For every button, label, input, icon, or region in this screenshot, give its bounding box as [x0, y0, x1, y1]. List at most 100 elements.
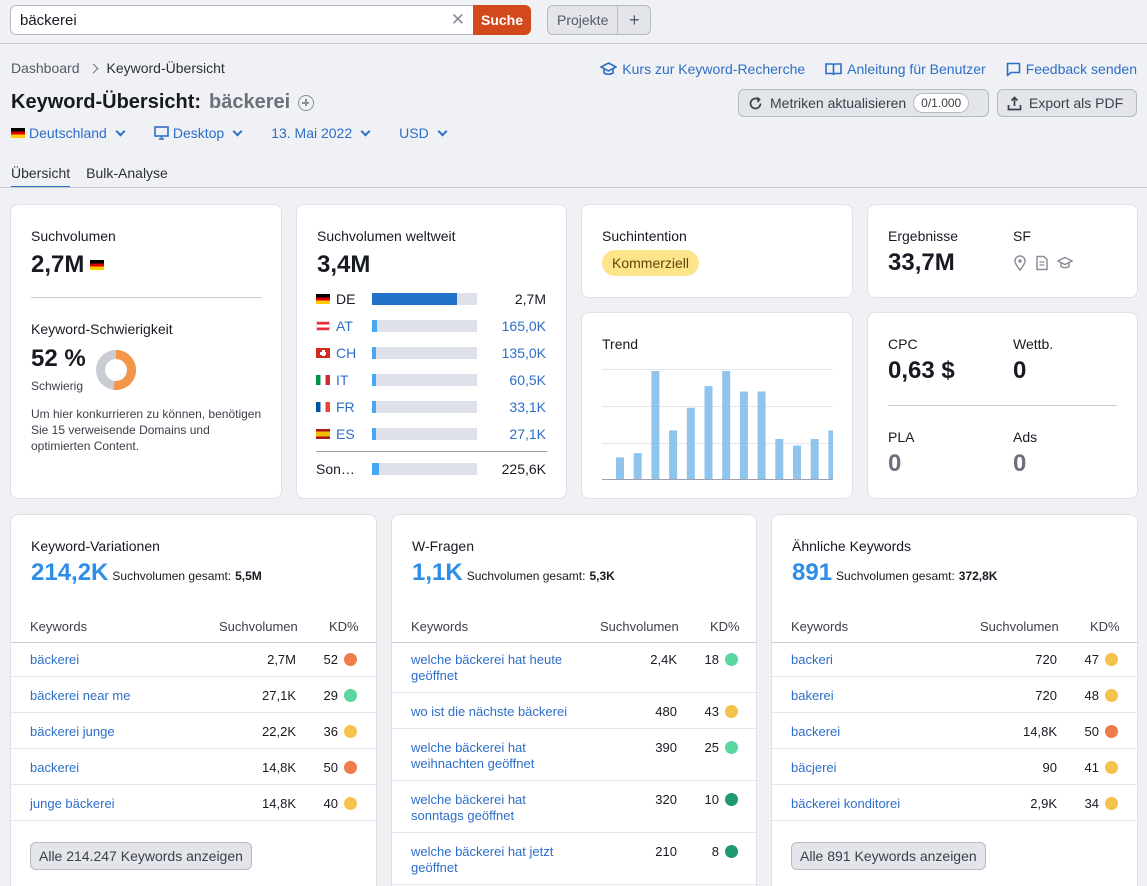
keyword-link[interactable]: welche bäckerei hat heute geöffnet [411, 652, 563, 683]
related-show-all-button[interactable]: Alle 891 Keywords anzeigen [791, 842, 986, 870]
country-code[interactable]: CH [336, 345, 357, 361]
country-select[interactable]: Deutschland [11, 125, 128, 141]
keyword-link[interactable]: welche bäckerei hat sonntags geöffnet [411, 792, 526, 823]
trend-bar[interactable] [704, 386, 713, 479]
column-volume[interactable]: Suchvolumen [219, 619, 298, 634]
country-value[interactable]: 60,5K [509, 372, 546, 388]
trend-bar[interactable] [828, 430, 833, 479]
device-select-value: Desktop [172, 125, 225, 141]
column-kd[interactable]: KD% [1090, 619, 1120, 634]
trend-bar[interactable] [633, 453, 642, 479]
trend-bar[interactable] [793, 445, 801, 479]
trend-bar[interactable] [722, 371, 731, 479]
related-total: 372,8K [958, 569, 998, 583]
keyword-link[interactable]: welche bäckerei hat jetzt geöffnet [411, 844, 554, 875]
related-value[interactable]: 891 [792, 559, 833, 586]
keyword-link[interactable]: bakerei [791, 688, 834, 703]
keyword-volume: 22,2K [262, 724, 296, 739]
variations-value[interactable]: 214,2K [31, 559, 109, 586]
trend-bar[interactable] [686, 407, 695, 479]
divider [316, 451, 547, 452]
country-value[interactable]: 27,1K [509, 426, 546, 442]
keyword-link[interactable]: junge bäckerei [30, 796, 115, 811]
guide-link[interactable]: Anleitung für Benutzer [825, 61, 986, 77]
kd-indicator-icon [725, 653, 738, 666]
breadcrumb-current: Keyword-Übersicht [106, 60, 225, 76]
projects-button[interactable]: Projekte [548, 6, 619, 34]
country-code[interactable]: ES [336, 426, 355, 442]
refresh-metrics-button[interactable]: Metriken aktualisieren 0/1.000 [738, 89, 989, 117]
country-bar-fill [372, 463, 379, 475]
questions-value[interactable]: 1,1K [412, 559, 463, 586]
trend-bar[interactable] [757, 391, 766, 479]
tab-bulk-analysis[interactable]: Bulk-Analyse [86, 165, 168, 181]
chevron-right-icon [88, 63, 98, 73]
keyword-volume: 720 [1035, 652, 1057, 667]
country-bar-track [372, 374, 477, 386]
germany-flag-icon [90, 260, 105, 270]
tabs: Übersicht Bulk-Analyse [11, 165, 168, 188]
keyword-link[interactable]: backerei [791, 724, 841, 739]
variations-summary: 214,2K Suchvolumen gesamt: 5,5M [31, 559, 262, 587]
germany-flag-icon [11, 128, 25, 138]
location-pin-icon[interactable] [1013, 255, 1027, 271]
currency-select[interactable]: USD [399, 125, 450, 141]
column-volume[interactable]: Suchvolumen [600, 619, 679, 634]
related-card: Ähnliche Keywords 891 Suchvolumen gesamt… [771, 514, 1138, 886]
keyword-link[interactable]: backeri [791, 652, 833, 667]
column-kd[interactable]: KD% [710, 619, 740, 634]
keyword-link[interactable]: bäckerei [30, 652, 80, 667]
desktop-icon [154, 126, 169, 140]
kd-indicator-icon [344, 761, 357, 774]
export-pdf-button[interactable]: Export als PDF [997, 89, 1137, 117]
clear-icon[interactable]: ✕ [450, 10, 465, 29]
search-button[interactable]: Suche [473, 5, 531, 35]
keyword-link[interactable]: bäckerei konditorei [791, 796, 901, 811]
trend-bar[interactable] [810, 439, 819, 479]
country-value[interactable]: 33,1K [509, 399, 546, 415]
keyword-link[interactable]: welche bäckerei hat weihnachten geöffnet [411, 740, 535, 771]
country-value: 2,7M [514, 291, 546, 307]
country-code: DE [336, 291, 356, 307]
keyword-link[interactable]: backerei [30, 760, 80, 775]
difficulty-title: Keyword-Schwierigkeit [31, 321, 173, 337]
variations-show-all-button[interactable]: Alle 214.247 Keywords anzeigen [30, 842, 252, 870]
country-value[interactable]: 165,0K [501, 318, 546, 334]
breadcrumb-dashboard[interactable]: Dashboard [11, 60, 80, 76]
trend-bar[interactable] [669, 430, 678, 479]
export-icon [1007, 95, 1022, 110]
add-keyword-icon[interactable] [298, 94, 315, 111]
kd-indicator-icon [344, 797, 357, 810]
trend-bar[interactable] [775, 439, 784, 479]
add-project-button[interactable]: + [629, 10, 640, 30]
keyword-link[interactable]: bäckerei junge [30, 724, 115, 739]
date-select[interactable]: 13. Mai 2022 [271, 125, 373, 141]
device-select[interactable]: Desktop [154, 125, 245, 141]
keyword-kd: 10 [704, 792, 719, 807]
keyword-link[interactable]: wo ist die nächste bäckerei [411, 704, 568, 719]
it-flag-icon [316, 375, 330, 385]
trend-bar[interactable] [651, 371, 660, 479]
graduation-cap-icon[interactable] [1057, 255, 1073, 271]
es-flag-icon [316, 429, 330, 439]
variations-total-label: Suchvolumen gesamt: [112, 569, 232, 583]
trend-bar[interactable] [739, 391, 748, 479]
country-value[interactable]: 135,0K [501, 345, 546, 361]
tab-divider [0, 187, 1147, 188]
difficulty-hint: Um hier konkurrieren zu können, benötige… [31, 407, 262, 453]
keyword-link[interactable]: bäcjerei [791, 760, 837, 775]
column-volume[interactable]: Suchvolumen [980, 619, 1059, 634]
course-link[interactable]: Kurs zur Keyword-Recherche [600, 61, 805, 77]
keyword-kd: 48 [1084, 688, 1099, 703]
country-bar-fill [372, 293, 458, 305]
tab-overview[interactable]: Übersicht [11, 165, 71, 188]
keyword-link[interactable]: bäckerei near me [30, 688, 131, 703]
country-code[interactable]: IT [336, 372, 349, 388]
country-code[interactable]: FR [336, 399, 355, 415]
column-kd[interactable]: KD% [329, 619, 359, 634]
feedback-link[interactable]: Feedback senden [1006, 61, 1137, 77]
country-code[interactable]: AT [336, 318, 353, 334]
trend-bar[interactable] [616, 457, 624, 479]
document-icon[interactable] [1035, 255, 1049, 271]
search-input[interactable] [20, 6, 440, 34]
